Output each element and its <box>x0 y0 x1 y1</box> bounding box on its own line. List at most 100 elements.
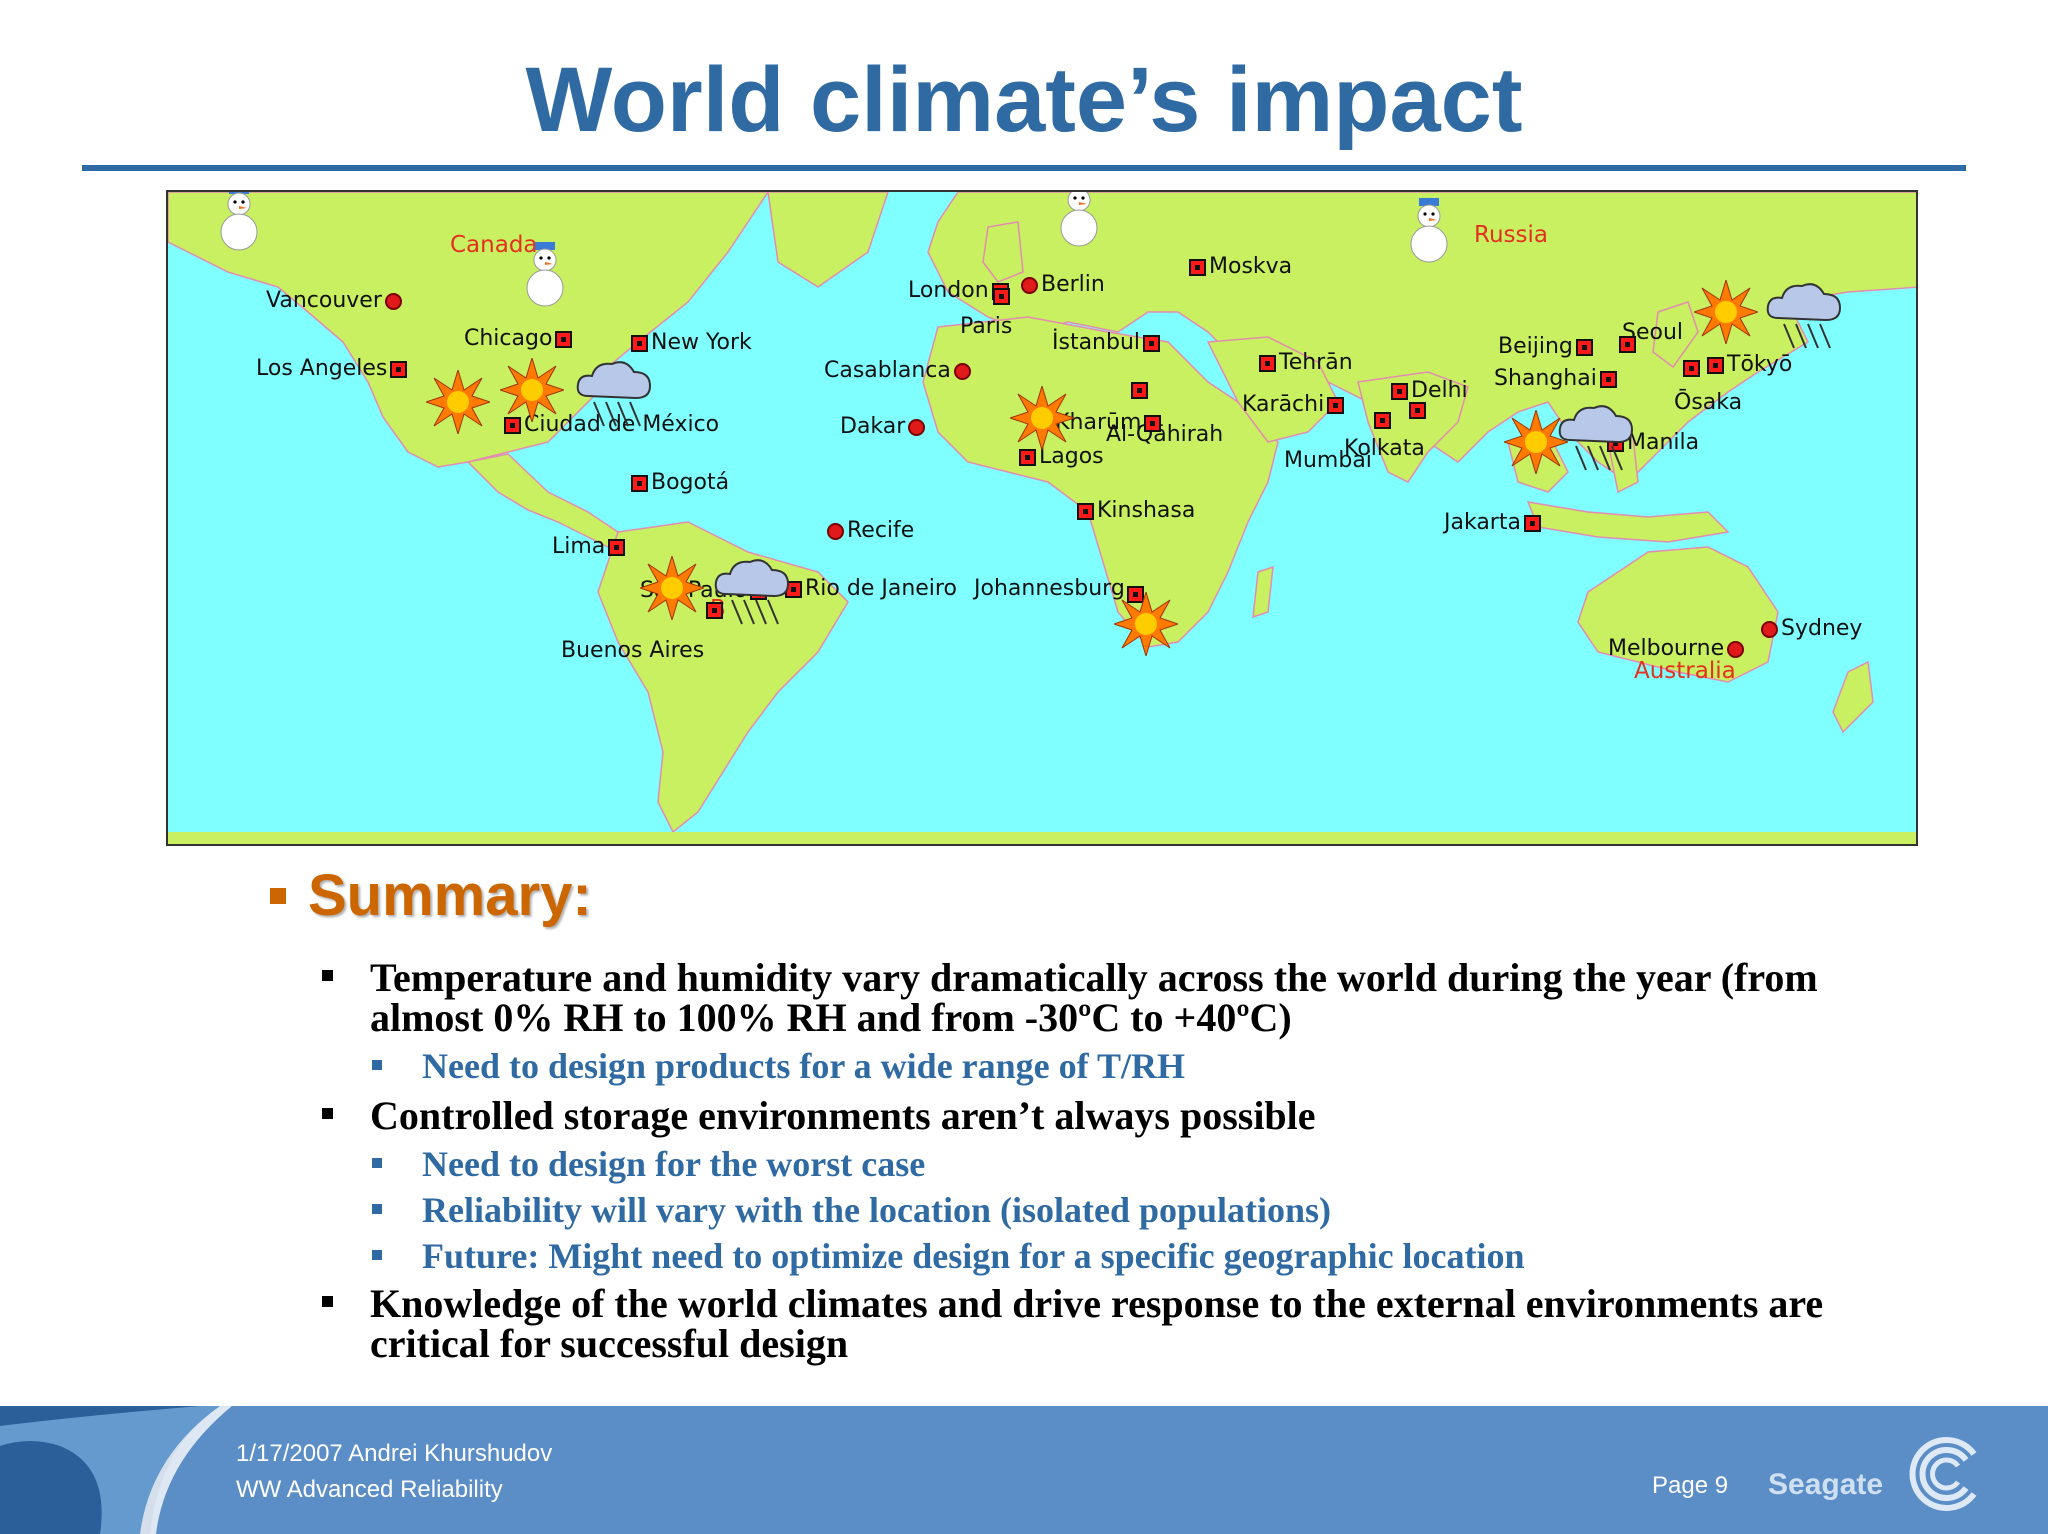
bullet-square-icon <box>372 1204 382 1214</box>
city-square-icon <box>1019 448 1036 466</box>
bullet-text: Temperature and humidity vary dramatical… <box>370 955 1818 1040</box>
snowman-icon <box>526 242 564 307</box>
bullet-text: Controlled storage environments aren’t a… <box>370 1093 1316 1138</box>
city-square-icon <box>1575 338 1593 356</box>
city-square-icon <box>1619 336 1636 353</box>
footer-page-number: Page 9 <box>1652 1472 1729 1499</box>
city-marker-casablanca: Casablanca <box>824 358 974 384</box>
city-square-icon <box>1599 370 1617 388</box>
subbullet-text: Reliability will vary with the location … <box>422 1190 1332 1230</box>
subbullet-text: Need to design products for a wide range… <box>422 1046 1186 1086</box>
city-square-icon <box>1408 402 1426 419</box>
city-marker-delhi: Delhi <box>1388 378 1468 404</box>
slide-footer: 1/17/2007 Andrei Khurshudov WW Advanced … <box>0 1406 2048 1534</box>
region-label-russia: Russia <box>1474 222 1548 248</box>
city-marker-vancouver: Vancouver <box>266 288 405 314</box>
city-marker-chicago: Chicago <box>464 326 575 352</box>
city-square-icon <box>1259 354 1276 372</box>
city-dot-icon <box>1727 640 1745 658</box>
region-label-canada: Canada <box>450 232 538 258</box>
city-marker-sydney: Sydney <box>1758 616 1862 642</box>
city-square-icon <box>1373 412 1391 429</box>
city-marker-kinshasa: Kinshasa <box>1074 498 1195 524</box>
bullet-square-icon <box>322 1296 333 1307</box>
city-square-icon <box>1126 586 1144 603</box>
world-map: Canada Russia Australia B Vancouver Chic… <box>166 190 1918 846</box>
city-dot-icon <box>1021 276 1038 294</box>
region-label-australia: Australia <box>1634 658 1736 684</box>
city-dot-icon <box>908 418 926 436</box>
bullet-square-icon <box>372 1250 382 1260</box>
city-dot-icon <box>827 522 844 540</box>
city-square-icon <box>631 474 648 492</box>
city-dot-icon <box>953 362 971 380</box>
city-marker-kolkata: Kolkata <box>1344 402 1429 462</box>
city-square-icon <box>1143 334 1161 352</box>
snowman-icon <box>1410 198 1448 263</box>
sun-icon <box>500 358 564 422</box>
bullet-square-icon <box>270 887 286 904</box>
city-marker-rio-de-janeiro: Rio de Janeiro <box>782 576 957 602</box>
city-marker-dakar: Dakar <box>840 414 928 440</box>
bullet-square-icon <box>372 1060 382 1070</box>
city-marker-lima: Lima <box>552 534 628 560</box>
city-marker-recife: Recife <box>824 518 914 544</box>
city-square-icon <box>1131 382 1148 399</box>
city-marker-berlin: Berlin <box>1018 272 1105 298</box>
bullet-square-icon <box>322 970 333 981</box>
city-marker-mumbai: Mumbai <box>1284 412 1394 474</box>
city-marker-buenos-aires: Buenos Aires <box>561 602 723 664</box>
city-marker-melbourne: Melbourne <box>1608 636 1747 662</box>
city-square-icon <box>1144 414 1162 432</box>
footer-date-author: 1/17/2007 Andrei Khurshudov <box>236 1440 553 1467</box>
city-square-icon <box>390 360 408 378</box>
sun-icon <box>426 370 490 434</box>
city-marker-beijing: Beijing <box>1498 334 1596 360</box>
city-marker-al-qahirah: Al-Qāhirah <box>1106 382 1223 448</box>
city-marker-tehran: Tehrān <box>1256 350 1353 376</box>
city-square-icon <box>706 602 723 619</box>
sun-icon <box>1010 386 1074 450</box>
city-marker-jakarta: Jakarta <box>1444 510 1544 536</box>
city-square-icon <box>1189 258 1206 276</box>
title-divider <box>82 165 1966 171</box>
rain-cloud-icon <box>1558 405 1634 471</box>
rain-cloud-icon <box>576 361 652 427</box>
city-square-icon <box>555 330 573 348</box>
city-square-icon <box>1077 502 1094 520</box>
city-marker-moskva: Moskva <box>1186 254 1292 280</box>
city-dot-icon <box>384 292 402 310</box>
city-marker-karachi: Karāchi <box>1242 392 1347 418</box>
city-square-icon <box>993 288 1010 305</box>
city-marker-bogota: Bogotá <box>628 470 729 496</box>
bullet-square-icon <box>372 1158 382 1168</box>
footer-department: WW Advanced Reliability <box>236 1476 503 1503</box>
city-marker-tokyo: Tōkyō <box>1704 352 1792 378</box>
bullet-text: Knowledge of the world climates and driv… <box>370 1281 1824 1366</box>
summary-title: Summary: <box>308 863 592 928</box>
bullet-square-icon <box>322 1108 333 1119</box>
sun-icon <box>1114 592 1178 656</box>
city-marker-new-york: New York <box>628 330 752 356</box>
rain-cloud-icon <box>1766 283 1842 349</box>
city-marker-seoul: Seoul <box>1616 320 1683 353</box>
city-marker-shanghai: Shanghai <box>1494 366 1620 392</box>
city-square-icon <box>1327 396 1345 414</box>
snowman-icon <box>1060 192 1098 247</box>
wave-graphic-icon <box>0 1406 232 1534</box>
rain-cloud-icon <box>714 559 790 625</box>
city-square-icon <box>608 538 626 556</box>
slide-title: World climate’s impact <box>525 49 1523 151</box>
seagate-logo-text: Seagate <box>1768 1468 1884 1501</box>
city-marker-lagos: Lagos <box>1016 444 1104 470</box>
subbullet-text: Need to design for the worst case <box>422 1144 926 1184</box>
sun-icon <box>1694 280 1758 344</box>
city-square-icon <box>1707 356 1724 374</box>
sun-icon <box>640 556 704 620</box>
city-marker-paris: Paris <box>960 288 1012 340</box>
city-square-icon <box>1523 514 1541 532</box>
city-dot-icon <box>1761 620 1778 638</box>
seagate-logo-icon <box>1909 1437 1977 1511</box>
snowman-icon <box>220 192 258 251</box>
city-square-icon <box>1683 360 1700 377</box>
